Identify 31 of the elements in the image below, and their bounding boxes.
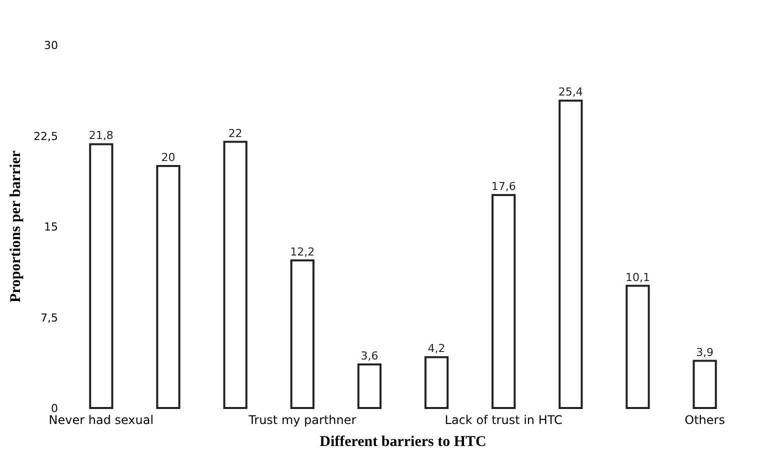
- y-tick-label: 22,5: [34, 130, 58, 143]
- x-tick-label: Lack of trust in HTC: [444, 413, 562, 427]
- data-label: 3,9: [696, 346, 714, 359]
- data-label: 10,1: [625, 270, 650, 284]
- bar: [89, 143, 114, 409]
- bar: [290, 259, 314, 409]
- bar: [492, 194, 516, 409]
- x-tick-label: Others: [684, 413, 725, 427]
- y-tick-label: 30: [44, 39, 58, 52]
- data-label: 4,2: [428, 342, 446, 356]
- bar: [357, 363, 382, 409]
- data-label: 20: [161, 151, 176, 164]
- data-label: 12,2: [290, 245, 315, 258]
- data-label: 3,6: [360, 349, 378, 362]
- x-tick-label: Never had sexual: [48, 413, 154, 427]
- bar: [558, 100, 583, 409]
- y-tick-label: 0: [51, 402, 58, 415]
- data-label: 17,6: [491, 180, 516, 194]
- bar: [424, 356, 449, 409]
- x-axis-title: Different barriers to HTC: [320, 434, 486, 450]
- x-tick-label: Trust my parthner: [248, 413, 356, 427]
- data-label: 21,8: [88, 129, 114, 142]
- data-label: 25,4: [558, 86, 583, 99]
- y-axis-title: Proportions per barrier: [8, 150, 24, 302]
- y-tick-label: 7,5: [40, 311, 58, 324]
- bar: [156, 165, 180, 409]
- bar: [223, 140, 248, 409]
- y-tick-label: 15: [44, 220, 58, 234]
- bar: [626, 284, 650, 409]
- bar: [692, 360, 717, 409]
- data-label: 22: [228, 126, 242, 140]
